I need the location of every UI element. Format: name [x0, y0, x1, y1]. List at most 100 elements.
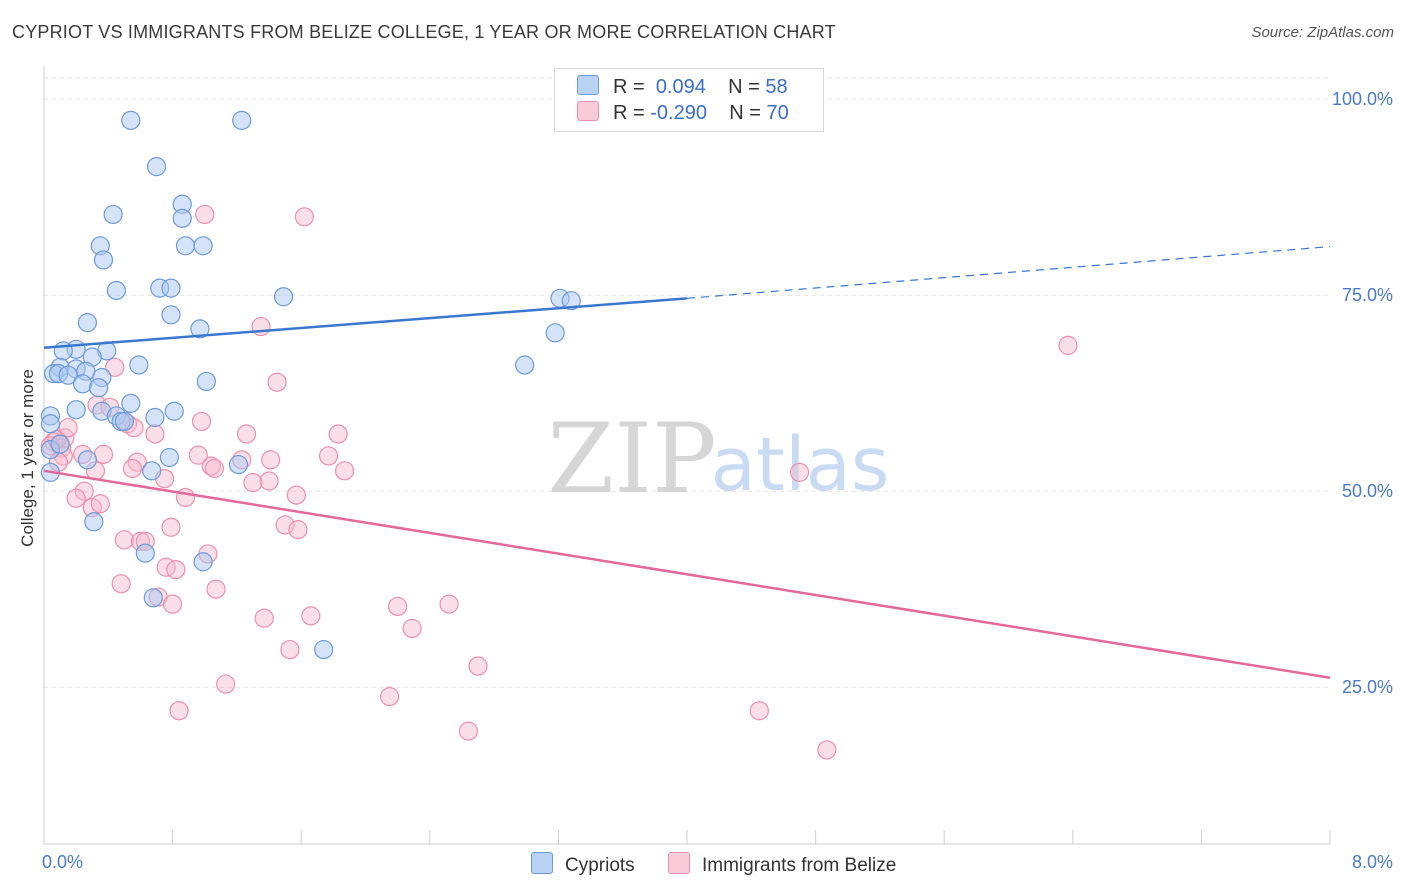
data-point-belize — [114, 530, 134, 550]
data-point-cypriots — [164, 401, 184, 421]
data-point-belize — [195, 204, 215, 225]
data-point-cypriots — [50, 434, 70, 454]
data-point-belize — [188, 445, 208, 465]
data-point-belize — [201, 456, 221, 476]
legend-r-label: R = — [613, 76, 645, 98]
data-point-belize — [402, 618, 422, 639]
trend-line-cypriots-extension — [686, 245, 1331, 299]
data-point-cypriots — [121, 110, 141, 130]
x-tick-label: 8.0% — [1352, 852, 1393, 872]
data-point-cypriots — [121, 393, 141, 413]
data-point-belize — [261, 450, 281, 470]
data-point-belize — [66, 488, 86, 508]
data-point-cypriots — [193, 552, 213, 572]
data-point-belize — [749, 701, 769, 721]
y-tick-label: 75.0% — [1342, 285, 1393, 305]
watermark-zip: ZIP — [547, 403, 716, 515]
data-point-cypriots — [77, 313, 98, 333]
x-tick-labels: 0.0% 8.0% — [42, 852, 1393, 872]
data-point-cypriots — [103, 204, 123, 225]
data-point-belize — [166, 559, 186, 580]
data-point-belize — [267, 372, 287, 392]
trend-line-belize — [43, 469, 1331, 680]
data-point-belize — [288, 520, 308, 540]
data-point-belize — [74, 481, 94, 501]
y-tick-labels: 25.0% 50.0% 75.0% 100.0% — [1332, 89, 1393, 697]
data-point-belize — [301, 606, 321, 626]
data-point-cypriots — [193, 236, 213, 256]
data-point-cypriots — [143, 588, 163, 608]
data-point-belize — [191, 411, 212, 432]
data-point-belize — [439, 594, 459, 614]
data-point-belize — [161, 517, 181, 537]
data-point-belize — [251, 316, 271, 337]
legend-n-label: N = — [728, 76, 760, 98]
y-tick-label: 25.0% — [1342, 677, 1393, 697]
y-tick-label: 50.0% — [1342, 481, 1393, 501]
data-point-cypriots — [561, 291, 581, 311]
data-point-cypriots — [142, 461, 162, 481]
data-point-cypriots — [190, 319, 210, 339]
legend-swatch-pink — [668, 852, 690, 874]
data-point-belize — [817, 740, 837, 760]
data-point-belize — [169, 701, 189, 721]
data-point-cypriots — [161, 278, 181, 298]
data-point-belize — [335, 461, 355, 481]
data-point-belize — [280, 639, 300, 660]
legend-n-value-cypriots: 58 — [765, 76, 788, 98]
data-point-belize — [380, 687, 400, 707]
stats-legend: R = 0.094 N = 58 R = -0.290 N = 70 — [554, 68, 824, 132]
data-point-belize — [105, 357, 125, 377]
y-tick-label: 100.0% — [1332, 89, 1393, 109]
watermark: ZIP atlas — [547, 403, 889, 515]
legend-n-value-belize: 70 — [766, 102, 789, 124]
data-point-cypriots — [129, 355, 149, 375]
data-point-cypriots — [146, 157, 167, 177]
chart-title: CYPRIOT VS IMMIGRANTS FROM BELIZE COLLEG… — [12, 22, 836, 42]
data-point-belize — [259, 471, 279, 491]
legend-item-cypriots: Cypriots — [531, 852, 635, 877]
data-point-belize — [216, 674, 236, 694]
legend-swatch-pink — [577, 101, 599, 121]
data-point-belize — [206, 579, 226, 599]
data-point-cypriots — [159, 447, 179, 468]
data-point-belize — [1058, 335, 1078, 355]
series-legend: Cypriots Immigrants from Belize — [0, 852, 1406, 878]
data-point-belize — [789, 462, 810, 482]
data-point-belize — [204, 458, 224, 479]
data-point-cypriots — [77, 450, 98, 470]
data-point-cypriots — [66, 400, 86, 420]
data-point-cypriots — [114, 411, 134, 432]
data-point-cypriots — [89, 378, 109, 398]
legend-r-value-cypriots: 0.094 — [655, 76, 706, 98]
data-point-cypriots — [106, 280, 126, 301]
legend-r-value-belize: -0.290 — [650, 102, 707, 124]
data-point-belize — [294, 207, 315, 227]
data-point-belize — [468, 656, 488, 676]
data-point-belize — [90, 494, 110, 514]
data-point-belize — [286, 485, 306, 505]
grid-lines — [44, 77, 1330, 688]
data-point-belize — [254, 608, 274, 628]
data-point-belize — [163, 594, 183, 614]
data-point-cypriots — [135, 543, 155, 563]
data-point-belize — [328, 424, 348, 444]
data-point-cypriots — [161, 305, 181, 325]
data-point-belize — [145, 424, 165, 444]
data-point-cypriots — [40, 414, 61, 434]
trend-line-cypriots — [43, 297, 688, 349]
data-point-cypriots — [314, 639, 334, 660]
legend-swatch-blue — [577, 75, 599, 95]
data-point-cypriots — [172, 208, 192, 228]
data-point-belize — [58, 418, 78, 438]
x-tick-label: 0.0% — [42, 852, 83, 872]
data-point-belize — [243, 472, 263, 493]
legend-item-belize: Immigrants from Belize — [668, 852, 896, 877]
legend-label-belize: Immigrants from Belize — [702, 855, 897, 876]
data-point-belize — [93, 444, 114, 464]
data-point-belize — [318, 446, 339, 466]
data-point-cypriots — [545, 323, 565, 343]
data-point-belize — [458, 721, 478, 741]
legend-r-label: R = — [613, 102, 645, 124]
